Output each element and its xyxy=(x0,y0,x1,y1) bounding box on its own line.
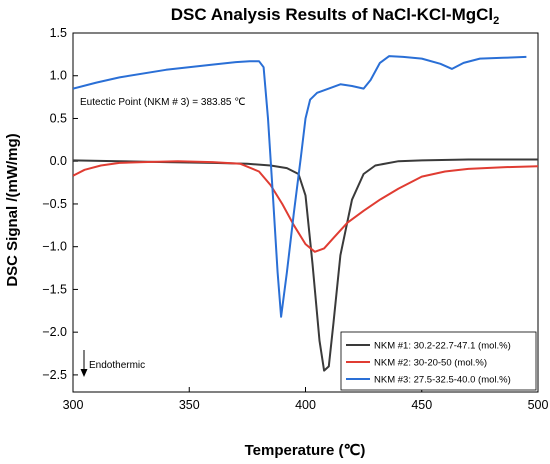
x-tick-label: 450 xyxy=(411,398,432,412)
down-arrow-icon xyxy=(80,369,88,377)
legend-label-3: NKM #3: 27.5-32.5-40.0 (mol.%) xyxy=(374,375,511,386)
series-line-3 xyxy=(73,55,527,318)
x-tick-label: 400 xyxy=(295,398,316,412)
y-tick-label: −1.0 xyxy=(42,240,67,254)
x-axis-label: Temperature (℃) xyxy=(245,442,366,459)
y-tick-label: 0.5 xyxy=(50,111,67,125)
series-line-2 xyxy=(73,160,538,253)
y-axis-label: DSC Signal /(mW/mg) xyxy=(4,133,21,286)
y-tick-label: −0.5 xyxy=(42,197,67,211)
chart-title-subscript: 2 xyxy=(493,15,499,27)
y-tick-label: 1.5 xyxy=(50,26,67,40)
endothermic-label: Endothermic xyxy=(89,360,145,371)
chart-title-main: DSC Analysis Results of NaCl-KCl-MgCl xyxy=(171,5,493,24)
y-tick-label: −1.5 xyxy=(42,282,67,296)
legend: NKM #1: 30.2-22.7-47.1 (mol.%) NKM #2: 30… xyxy=(340,331,537,391)
x-tick-label: 300 xyxy=(63,398,84,412)
chart-title: DSC Analysis Results of NaCl-KCl-MgCl2 xyxy=(171,5,500,27)
x-tick-label: 350 xyxy=(179,398,200,412)
y-tick-label: 1.0 xyxy=(50,69,67,83)
y-tick-label: −2.5 xyxy=(42,368,67,382)
series-group xyxy=(73,55,538,372)
legend-label-2: NKM #2: 30-20-50 (mol.%) xyxy=(374,358,487,369)
y-tick-label: 0.0 xyxy=(50,154,67,168)
eutectic-annotation: Eutectic Point (NKM # 3) = 383.85 ℃ xyxy=(80,97,245,108)
legend-label-1: NKM #1: 30.2-22.7-47.1 (mol.%) xyxy=(374,341,511,352)
x-tick-label: 500 xyxy=(528,398,549,412)
legend-box xyxy=(340,331,537,391)
y-tick-label: −2.0 xyxy=(42,325,67,339)
endothermic-marker: Endothermic xyxy=(80,350,145,377)
